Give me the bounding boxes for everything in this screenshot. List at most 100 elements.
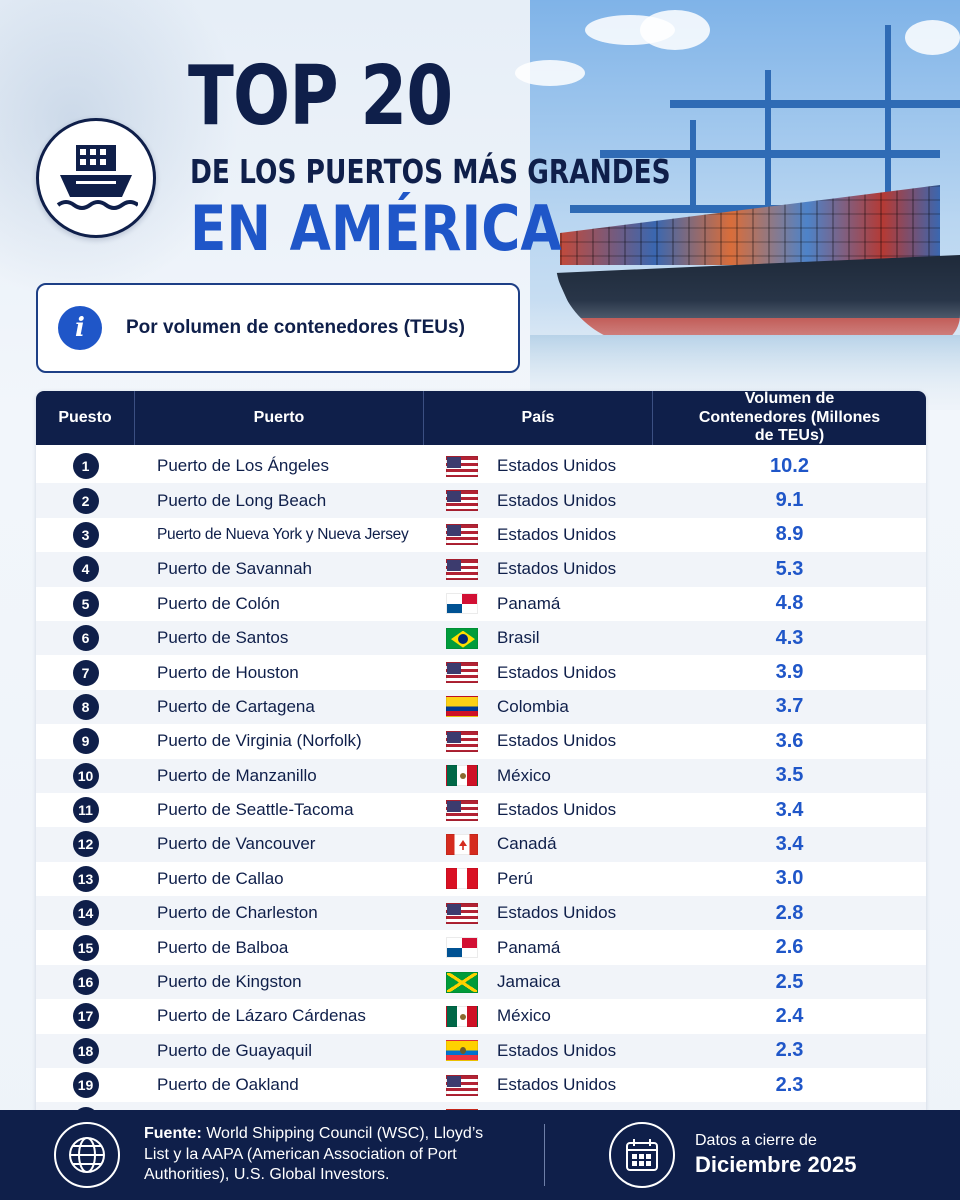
volume-value: 5.3	[775, 557, 804, 580]
country-cell: Perú	[424, 868, 653, 890]
country-name: Estados Unidos	[497, 662, 617, 682]
table-row: 1 Puerto de Los Ángeles Estados Unidos 10.2	[36, 449, 926, 483]
rank-cell: 16	[36, 969, 135, 996]
table-row: 6 Puerto de Santos Brasil 4.3	[36, 620, 926, 656]
rank-cell: 6	[36, 625, 135, 652]
port-name: Puerto de Lázaro Cárdenas	[157, 1006, 366, 1026]
cloud	[515, 60, 585, 86]
table-row: 18 Puerto de Guayaquil Estados Unidos 2.3	[36, 1033, 926, 1069]
rank-badge: 5	[72, 590, 99, 617]
rank-badge: 4	[72, 556, 99, 583]
info-text: Por volumen de contenedores (TEUs)	[126, 317, 465, 338]
port-name: Puerto de Santos	[157, 628, 289, 648]
volume-value: 3.5	[775, 764, 804, 787]
country-cell: Estados Unidos	[424, 524, 653, 546]
rank-badge: 13	[72, 865, 99, 892]
source-body: World Shipping Council (WSC), Lloyd’s Li…	[144, 1124, 484, 1184]
crane	[885, 25, 891, 255]
flag-us-icon	[446, 662, 478, 684]
volume-value: 2.3	[775, 1073, 804, 1096]
volume-value: 2.3	[775, 1039, 804, 1062]
flag-ca-icon	[446, 833, 478, 855]
rank-cell: 17	[36, 1003, 135, 1030]
rank-badge: 9	[72, 728, 99, 755]
header-puesto: Puesto	[36, 391, 135, 445]
table-row: 4 Puerto de Savannah Estados Unidos 5.3	[36, 552, 926, 587]
country-cell: México	[424, 1005, 653, 1027]
table-row: 16 Puerto de Kingston Jamaica 2.5	[36, 964, 926, 1000]
table-row: 3 Puerto de Nueva York y Nueva Jersey Esta…	[36, 518, 926, 552]
port-name: Puerto de Long Beach	[157, 490, 327, 510]
footer-divider	[544, 1124, 545, 1186]
rank-badge: 3	[72, 521, 99, 548]
rank-cell: 13	[36, 865, 135, 892]
volume-value: 2.6	[775, 936, 804, 959]
table-row: 2 Puerto de Long Beach Estados Unidos 9.1	[36, 483, 926, 518]
flag-pa-icon	[446, 593, 478, 615]
country-cell: Estados Unidos	[424, 558, 653, 580]
country-cell: México	[424, 765, 653, 787]
port-name: Puerto de Virginia (Norfolk)	[157, 731, 362, 751]
crane	[670, 100, 960, 108]
country-cell: Estados Unidos	[424, 902, 653, 924]
country-name: México	[497, 1006, 551, 1026]
flag-us-icon	[446, 455, 478, 477]
table-header: Puesto Puerto País Volumen de Contenedor…	[36, 391, 926, 445]
country-cell: Estados Unidos	[424, 730, 653, 752]
table-row: 8 Puerto de Cartagena Colombia 3.7	[36, 689, 926, 725]
rank-badge: 18	[72, 1037, 99, 1064]
country-name: Estados Unidos	[497, 559, 617, 579]
port-name: Puerto de Nueva York y Nueva Jersey	[157, 525, 409, 543]
volume-value: 4.3	[775, 626, 804, 649]
port-name: Puerto de Balboa	[157, 937, 289, 957]
flag-pa-icon	[446, 937, 478, 959]
port-name: Puerto de Colón	[157, 593, 280, 613]
country-cell: Canadá	[424, 833, 653, 855]
volume-value: 3.4	[775, 798, 804, 821]
rank-badge: 15	[72, 934, 99, 961]
flag-us-icon	[446, 730, 478, 752]
title-en-america: EN AMÉRICA	[190, 192, 562, 265]
country-name: Canadá	[497, 834, 557, 854]
country-name: Estados Unidos	[497, 456, 617, 476]
rank-cell: 18	[36, 1037, 135, 1064]
flag-ec-icon	[446, 1040, 478, 1062]
table-row: 11 Puerto de Seattle-Tacoma Estados Unidos…	[36, 793, 926, 827]
country-cell: Estados Unidos	[424, 490, 653, 512]
flag-us-icon	[446, 490, 478, 512]
rank-cell: 2	[36, 487, 135, 514]
volume-value: 2.8	[775, 901, 804, 924]
table-row: 14 Puerto de Charleston Estados Unidos 2.8	[36, 896, 926, 931]
country-name: Estados Unidos	[497, 800, 617, 820]
crane	[690, 120, 696, 210]
port-name: Puerto de Guayaquil	[157, 1040, 312, 1060]
country-name: México	[497, 765, 551, 785]
flag-jm-icon	[446, 971, 478, 993]
flag-br-icon	[446, 627, 478, 649]
rank-badge: 7	[72, 659, 99, 686]
country-name: Jamaica	[497, 972, 561, 992]
header-volumen: Volumen de Contenedores (Millones de TEU…	[653, 391, 926, 445]
title-subtitle: DE LOS PUERTOS MÁS GRANDES	[190, 152, 671, 191]
country-name: Panamá	[497, 593, 561, 613]
volume-value: 10.2	[770, 454, 809, 477]
rank-cell: 10	[36, 762, 135, 789]
rank-cell: 11	[36, 797, 135, 824]
ports-table: Puesto Puerto País Volumen de Contenedor…	[36, 391, 926, 1143]
volume-value: 9.1	[775, 489, 804, 512]
port-name: Puerto de Vancouver	[157, 834, 316, 854]
country-name: Panamá	[497, 937, 561, 957]
flag-mx-icon	[446, 765, 478, 787]
table-row: 5 Puerto de Colón Panamá 4.8	[36, 587, 926, 621]
rank-badge: 19	[72, 1072, 99, 1099]
port-name: Puerto de Seattle-Tacoma	[157, 800, 354, 820]
table-row: 10 Puerto de Manzanillo México 3.5	[36, 758, 926, 793]
flag-co-icon	[446, 696, 478, 718]
rank-badge: 14	[72, 900, 99, 927]
country-name: Estados Unidos	[497, 903, 617, 923]
info-icon: i	[58, 306, 102, 350]
flag-pe-icon	[446, 868, 478, 890]
rank-cell: 3	[36, 521, 135, 548]
rank-badge: 1	[72, 453, 99, 480]
rank-badge: 16	[72, 969, 99, 996]
